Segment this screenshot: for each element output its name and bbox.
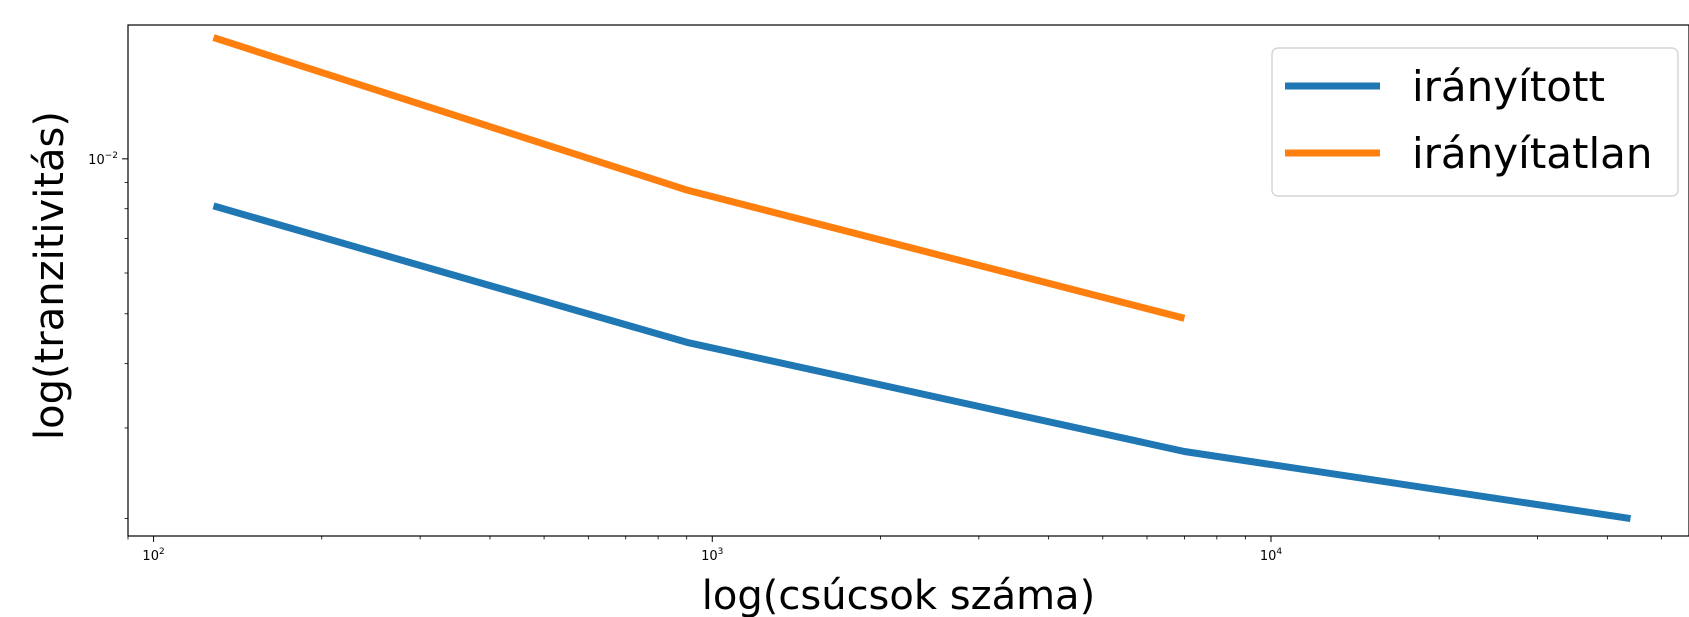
y-axis-label: log(tranzitivitás) — [27, 111, 73, 440]
x-tick-label: 103 — [701, 547, 723, 564]
series-line-1 — [212, 202, 1632, 523]
legend-label-2: irányítatlan — [1412, 129, 1653, 178]
y-tick-label: 10−2 — [88, 151, 118, 168]
series-line-2 — [212, 34, 1186, 322]
x-axis-label: log(csúcsok száma) — [702, 573, 1095, 617]
plot-series — [212, 34, 1632, 523]
legend-label-1: irányított — [1412, 62, 1605, 111]
x-tick-label: 102 — [142, 547, 164, 564]
tick-marks: 102 103 104 10−2 — [88, 151, 1662, 564]
x-tick-label: 104 — [1260, 547, 1283, 564]
plot-frame — [127, 24, 1689, 537]
legend: irányított irányítatlan — [1271, 47, 1679, 197]
